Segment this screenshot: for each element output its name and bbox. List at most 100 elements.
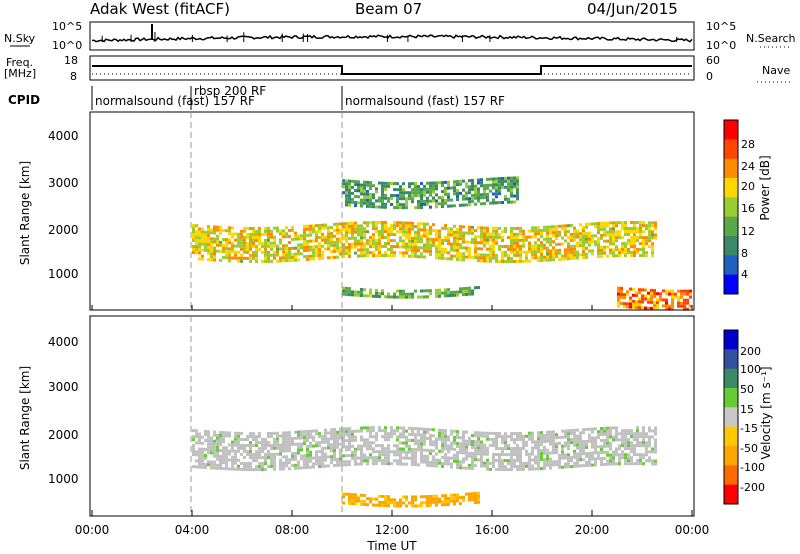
power-cell bbox=[618, 230, 621, 234]
velocity-cell bbox=[399, 450, 402, 454]
power-cell bbox=[633, 253, 636, 257]
power-cell bbox=[420, 234, 423, 238]
power-cell bbox=[594, 240, 597, 244]
velocity-cell bbox=[192, 444, 195, 448]
velocity-cell bbox=[234, 431, 237, 435]
power-cell bbox=[474, 193, 477, 197]
velocity-cell bbox=[234, 455, 237, 459]
power-cell bbox=[644, 306, 647, 310]
velocity-cell bbox=[270, 464, 273, 468]
power-cell bbox=[363, 242, 366, 246]
power-cell bbox=[489, 253, 492, 257]
power-cell bbox=[384, 245, 387, 249]
velocity-cell bbox=[564, 435, 567, 439]
velocity-cell bbox=[264, 459, 267, 463]
velocity-cell bbox=[651, 450, 654, 454]
power-cell bbox=[501, 179, 504, 183]
power-cell bbox=[339, 240, 342, 244]
velocity-cell bbox=[408, 501, 411, 505]
power-cell bbox=[408, 221, 411, 225]
velocity-cell bbox=[234, 458, 237, 462]
velocity-cell bbox=[321, 464, 324, 468]
power-cell bbox=[228, 226, 231, 230]
velocity-cell bbox=[288, 443, 291, 447]
power-cell bbox=[477, 241, 480, 245]
velocity-cell bbox=[537, 431, 540, 435]
velocity-cell bbox=[474, 491, 477, 495]
power-cell bbox=[276, 247, 279, 251]
power-cell bbox=[516, 191, 519, 195]
freq-right-tick-top: 60 bbox=[706, 54, 720, 67]
velocity-cell bbox=[294, 466, 297, 470]
power-cell bbox=[567, 242, 570, 246]
power-cell bbox=[486, 183, 489, 187]
power-cell bbox=[513, 194, 516, 198]
power-cell bbox=[315, 224, 318, 228]
velocity-cell bbox=[486, 431, 489, 435]
power-cell bbox=[213, 246, 216, 250]
velocity-cell bbox=[279, 461, 282, 465]
power-ytick-3000: 3000 bbox=[48, 176, 79, 190]
power-cell bbox=[231, 226, 234, 230]
velocity-cell bbox=[639, 432, 642, 436]
velocity-cell bbox=[417, 427, 420, 431]
power-cell bbox=[417, 222, 420, 226]
velocity-cell bbox=[405, 495, 408, 499]
velocity-cell bbox=[225, 452, 228, 456]
power-cell bbox=[516, 226, 519, 230]
x-axis-label: Time UT bbox=[366, 539, 417, 553]
power-cell bbox=[345, 194, 348, 198]
power-cell bbox=[360, 183, 363, 187]
freq-left-tick-bottom: 8 bbox=[70, 70, 77, 83]
velocity-cell bbox=[582, 458, 585, 462]
velocity-cell bbox=[240, 467, 243, 471]
power-cell bbox=[405, 191, 408, 195]
velocity-colorbar-tick: 50 bbox=[740, 383, 754, 396]
velocity-cell bbox=[243, 455, 246, 459]
velocity-cell bbox=[579, 458, 582, 462]
velocity-cell bbox=[501, 438, 504, 442]
velocity-cell bbox=[195, 453, 198, 457]
velocity-cell bbox=[267, 464, 270, 468]
velocity-cell bbox=[444, 438, 447, 442]
velocity-cell bbox=[450, 465, 453, 469]
power-cell bbox=[579, 235, 582, 239]
velocity-cell bbox=[585, 451, 588, 455]
power-cell bbox=[231, 250, 234, 254]
velocity-cell bbox=[405, 438, 408, 442]
power-cell bbox=[510, 226, 513, 230]
velocity-cell bbox=[390, 498, 393, 502]
velocity-cell bbox=[393, 459, 396, 463]
power-cell bbox=[654, 224, 657, 228]
velocity-cell bbox=[618, 459, 621, 463]
velocity-cell bbox=[453, 453, 456, 457]
power-cell bbox=[492, 256, 495, 260]
velocity-cell bbox=[246, 453, 249, 457]
velocity-cell bbox=[273, 464, 276, 468]
power-cell bbox=[405, 230, 408, 234]
velocity-cell bbox=[237, 443, 240, 447]
velocity-cell bbox=[288, 431, 291, 435]
velocity-cell bbox=[312, 462, 315, 466]
power-cell bbox=[345, 237, 348, 241]
velocity-cell bbox=[222, 467, 225, 471]
velocity-cell bbox=[507, 453, 510, 457]
velocity-cell bbox=[420, 460, 423, 464]
power-cell bbox=[650, 291, 653, 295]
power-cell bbox=[399, 188, 402, 192]
velocity-cell bbox=[420, 442, 423, 446]
power-cell bbox=[606, 239, 609, 243]
power-cell bbox=[516, 247, 519, 251]
power-cell bbox=[492, 244, 495, 248]
velocity-cell bbox=[567, 453, 570, 457]
velocity-cell bbox=[462, 436, 465, 440]
power-cell bbox=[345, 203, 348, 207]
power-cell bbox=[546, 240, 549, 244]
power-cell bbox=[486, 186, 489, 190]
velocity-cell bbox=[417, 445, 420, 449]
power-cell bbox=[225, 241, 228, 245]
power-cell bbox=[510, 259, 513, 263]
power-cell bbox=[620, 295, 623, 299]
velocity-cell bbox=[576, 458, 579, 462]
power-cell bbox=[381, 181, 384, 185]
